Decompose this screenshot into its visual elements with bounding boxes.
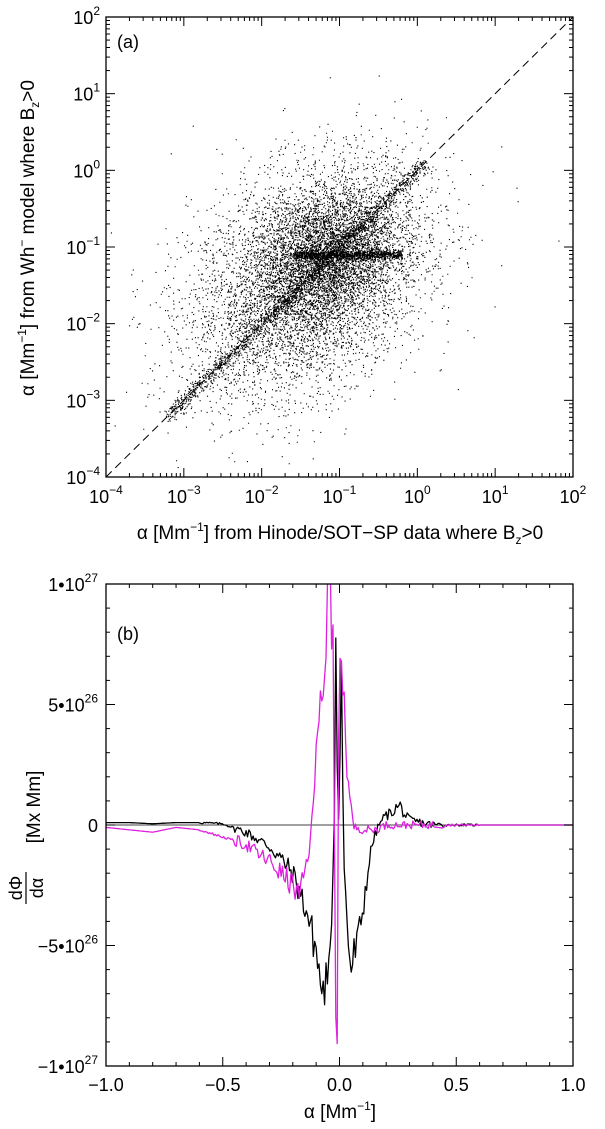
y-tick-label: 102 [73, 4, 100, 28]
x-tick-label: 10−2 [245, 483, 279, 507]
scatter-panel: 10−4 10−3 10−2 10−1 100 101 102 10−4 10−3 10−2 10−… [15, 4, 587, 547]
panel-label-a: (a) [117, 32, 139, 52]
x-tick-label: 0.5 [444, 1075, 469, 1095]
x-tick-label: 10−3 [167, 483, 201, 507]
y-tick-label: 100 [73, 157, 100, 181]
y-tick-label: 101 [73, 81, 100, 105]
scatter-x-axis-title: α [Mm−1] from Hinode/SOT−SP data where B… [137, 520, 543, 547]
line-panel: −1.0 −0.5 0.0 0.5 1.0 1•1027 5•1026 0 −5•1026 −1•… [6, 571, 586, 1123]
x-tick-label: 102 [560, 483, 587, 507]
y-tick-label: 1•1027 [48, 571, 98, 595]
x-tick-label: 10−1 [323, 483, 357, 507]
line-series-group [106, 584, 573, 1045]
line-y-axis-title: dΦ dα [Mx Mm] [6, 771, 47, 904]
x-tick-label: 101 [482, 483, 509, 507]
scatter-axis-ticks: 10−4 10−3 10−2 10−1 100 101 102 10−4 10−3 10−2 10−… [66, 4, 586, 507]
y-tick-label: 10−4 [66, 464, 100, 488]
scatter-points [110, 75, 560, 469]
y-title-denominator: dα [27, 878, 47, 898]
scatter-y-axis-title: α [Mm−1] from Wh− model where Bz>0 [15, 80, 42, 396]
y-tick-label: 10−2 [66, 311, 100, 335]
line-x-axis-title: α [Mm−1] [304, 1099, 376, 1123]
series-line-magenta [106, 584, 573, 1045]
panel-label-b: (b) [117, 624, 139, 644]
y-tick-label: 5•1026 [48, 692, 98, 716]
y-tick-label: 10−1 [66, 234, 100, 258]
y-tick-label: −1•1027 [38, 1053, 99, 1077]
one-to-one-dashed-line [105, 16, 574, 478]
x-tick-label: 0.0 [327, 1075, 352, 1095]
x-tick-label: 10−4 [89, 483, 123, 507]
x-tick-label: 1.0 [560, 1075, 585, 1095]
x-tick-label: 100 [404, 483, 431, 507]
y-title-units: [Mx Mm] [24, 771, 45, 844]
scatter-point-cloud [110, 75, 560, 469]
y-tick-label: 10−3 [66, 387, 100, 411]
y-tick-label: 0 [88, 816, 98, 836]
x-tick-label: −1.0 [88, 1075, 124, 1095]
line-axis-ticks: −1.0 −0.5 0.0 0.5 1.0 1•1027 5•1026 0 −5•1026 −1•… [38, 571, 586, 1095]
x-tick-label: −0.5 [205, 1075, 241, 1095]
y-title-numerator: dΦ [6, 876, 26, 900]
y-tick-label: −5•1026 [38, 933, 99, 957]
